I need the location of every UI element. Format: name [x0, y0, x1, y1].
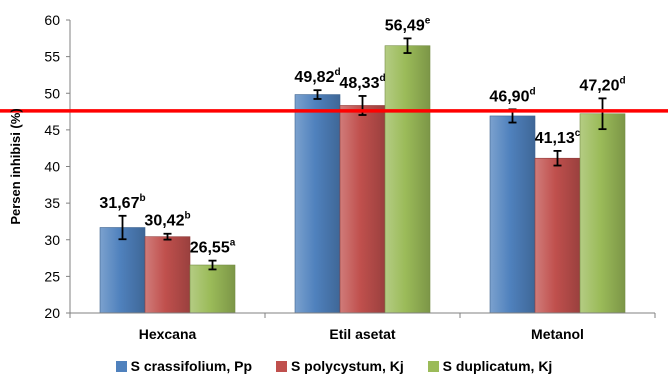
data-label: 56,49e [385, 15, 431, 34]
data-label: 26,55a [190, 238, 236, 257]
bar [384, 45, 431, 314]
y-tick-label: 45 [44, 122, 60, 138]
data-label: 48,33d [339, 73, 385, 92]
axes [69, 20, 656, 318]
x-axis-categories: Hexcana Etil asetat Metanol [139, 326, 584, 342]
legend-swatch-blue [115, 361, 127, 372]
x-category-label: Metanol [531, 326, 584, 342]
bar [144, 236, 191, 314]
data-label: 49,82d [294, 67, 340, 86]
legend-label: S duplicatum, Kj [442, 358, 553, 374]
data-labels: 31,67b 49,82d 46,90d 30,42b 48,33d 41,13c 26,5… [99, 15, 625, 256]
y-tick-label: 35 [44, 195, 60, 211]
legend-swatch-red [275, 361, 287, 372]
y-axis-label: Persen inhibisi (%) [8, 108, 23, 224]
bar [99, 227, 146, 314]
legend-swatch-green [427, 361, 439, 372]
y-tick-label: 30 [44, 232, 60, 248]
legend: S crassifolium, Pp S polycystum, Kj S du… [0, 358, 668, 374]
y-axis-ticks: 20 25 30 35 40 45 50 55 60 [44, 12, 70, 321]
bars [99, 37, 626, 314]
legend-item-s-polycystum: S polycystum, Kj [275, 358, 404, 374]
legend-item-s-crassifolium: S crassifolium, Pp [115, 358, 253, 374]
bar [579, 113, 626, 314]
bar [534, 157, 581, 314]
y-tick-label: 20 [44, 305, 60, 321]
x-category-label: Etil asetat [329, 326, 395, 342]
bar [489, 115, 536, 314]
data-label: 41,13c [535, 128, 581, 147]
data-label: 31,67b [99, 193, 145, 212]
bar [189, 264, 236, 314]
y-tick-label: 40 [44, 159, 60, 175]
legend-item-s-duplicatum: S duplicatum, Kj [427, 358, 553, 374]
bar [339, 105, 386, 314]
data-label: 30,42b [144, 211, 190, 230]
y-tick-label: 60 [44, 12, 60, 28]
x-category-label: Hexcana [139, 326, 197, 342]
legend-label: S polycystum, Kj [290, 358, 404, 374]
bar [294, 94, 341, 314]
legend-label: S crassifolium, Pp [130, 358, 253, 374]
data-label: 47,20d [579, 75, 625, 94]
y-tick-label: 25 [44, 268, 60, 284]
y-tick-label: 55 [44, 49, 60, 65]
data-label: 46,90d [489, 86, 535, 105]
y-tick-label: 50 [44, 85, 60, 101]
